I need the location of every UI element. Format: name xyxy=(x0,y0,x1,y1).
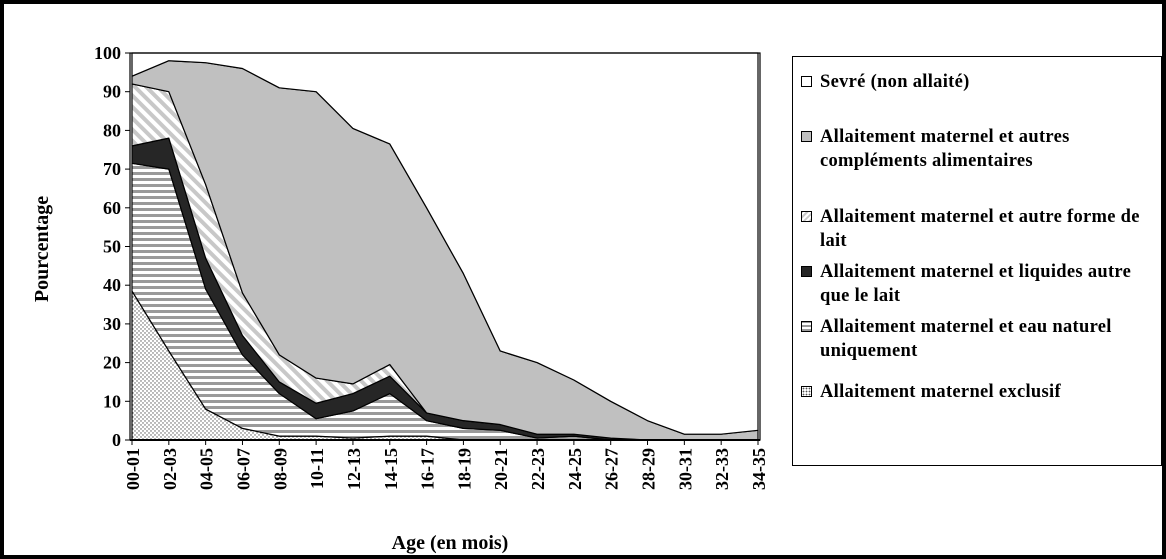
chart-plot: 0 10 20 30 40 50 60 70 80 90 100 00-01 02-03 04-05 06-… xyxy=(31,43,769,554)
x-tick-label: 06-07 xyxy=(233,448,253,490)
legend-item: Allaitement maternel et autre forme de l… xyxy=(801,205,1156,253)
x-tick-label: 30-31 xyxy=(675,448,695,490)
y-tick-label: 100 xyxy=(94,43,121,63)
legend-label: Allaitement maternel et eau naturel uniq… xyxy=(820,317,1112,361)
legend-label: Sevré (non allaité) xyxy=(820,72,970,92)
x-tick-label: 00-01 xyxy=(123,448,143,490)
y-tick-label: 60 xyxy=(103,198,121,218)
legend-swatch xyxy=(801,211,812,222)
y-tick-label: 30 xyxy=(103,314,121,334)
y-tick-label: 90 xyxy=(103,82,121,102)
legend-label: Allaitement maternel et autre forme de l… xyxy=(820,207,1140,251)
x-tick-label: 08-09 xyxy=(270,448,290,490)
x-tick-label: 34-35 xyxy=(749,448,769,490)
y-tick-label: 50 xyxy=(103,237,121,257)
legend-item: Allaitement maternel et liquides autre q… xyxy=(801,260,1156,308)
legend-item: Allaitement maternel et autres complémen… xyxy=(801,125,1156,173)
legend-label: Allaitement maternel exclusif xyxy=(820,382,1061,402)
x-tick-label: 24-25 xyxy=(565,448,585,490)
legend-swatch xyxy=(801,76,812,87)
legend-swatch xyxy=(801,386,812,397)
y-tick-label: 70 xyxy=(103,159,121,179)
y-tick-label: 10 xyxy=(103,391,121,411)
x-axis-label: Age (en mois) xyxy=(392,532,509,554)
legend-label: Allaitement maternel et liquides autre q… xyxy=(820,262,1132,306)
legend-item: Allaitement maternel exclusif xyxy=(801,380,1156,404)
x-tick-label: 28-29 xyxy=(639,448,659,490)
x-tick-label: 18-19 xyxy=(454,448,474,490)
y-tick-label: 20 xyxy=(103,353,121,373)
legend-swatch xyxy=(801,266,812,277)
chart-legend: Sevré (non allaité) Allaitement maternel … xyxy=(792,56,1162,466)
y-tick-label: 80 xyxy=(103,120,121,140)
legend-item: Allaitement maternel et eau naturel uniq… xyxy=(801,315,1156,363)
x-tick-label: 22-23 xyxy=(528,448,548,490)
x-tick-label: 12-13 xyxy=(344,448,364,490)
y-tick-label: 0 xyxy=(112,430,121,450)
x-tick-label: 02-03 xyxy=(160,448,180,490)
y-tick-label: 40 xyxy=(103,275,121,295)
x-tick-label: 26-27 xyxy=(602,448,622,490)
x-tick-label: 32-33 xyxy=(712,448,732,490)
x-tick-label: 16-17 xyxy=(418,448,438,490)
x-tick-label: 20-21 xyxy=(491,448,511,490)
legend-item: Sevré (non allaité) xyxy=(801,70,1156,94)
y-axis-label: Pourcentage xyxy=(31,196,53,302)
legend-swatch xyxy=(801,131,812,142)
x-tick-label: 04-05 xyxy=(197,448,217,490)
legend-swatch xyxy=(801,321,812,332)
x-tick-label: 14-15 xyxy=(381,448,401,490)
x-tick-label: 10-11 xyxy=(307,448,327,489)
legend-label: Allaitement maternel et autres complémen… xyxy=(820,127,1070,171)
